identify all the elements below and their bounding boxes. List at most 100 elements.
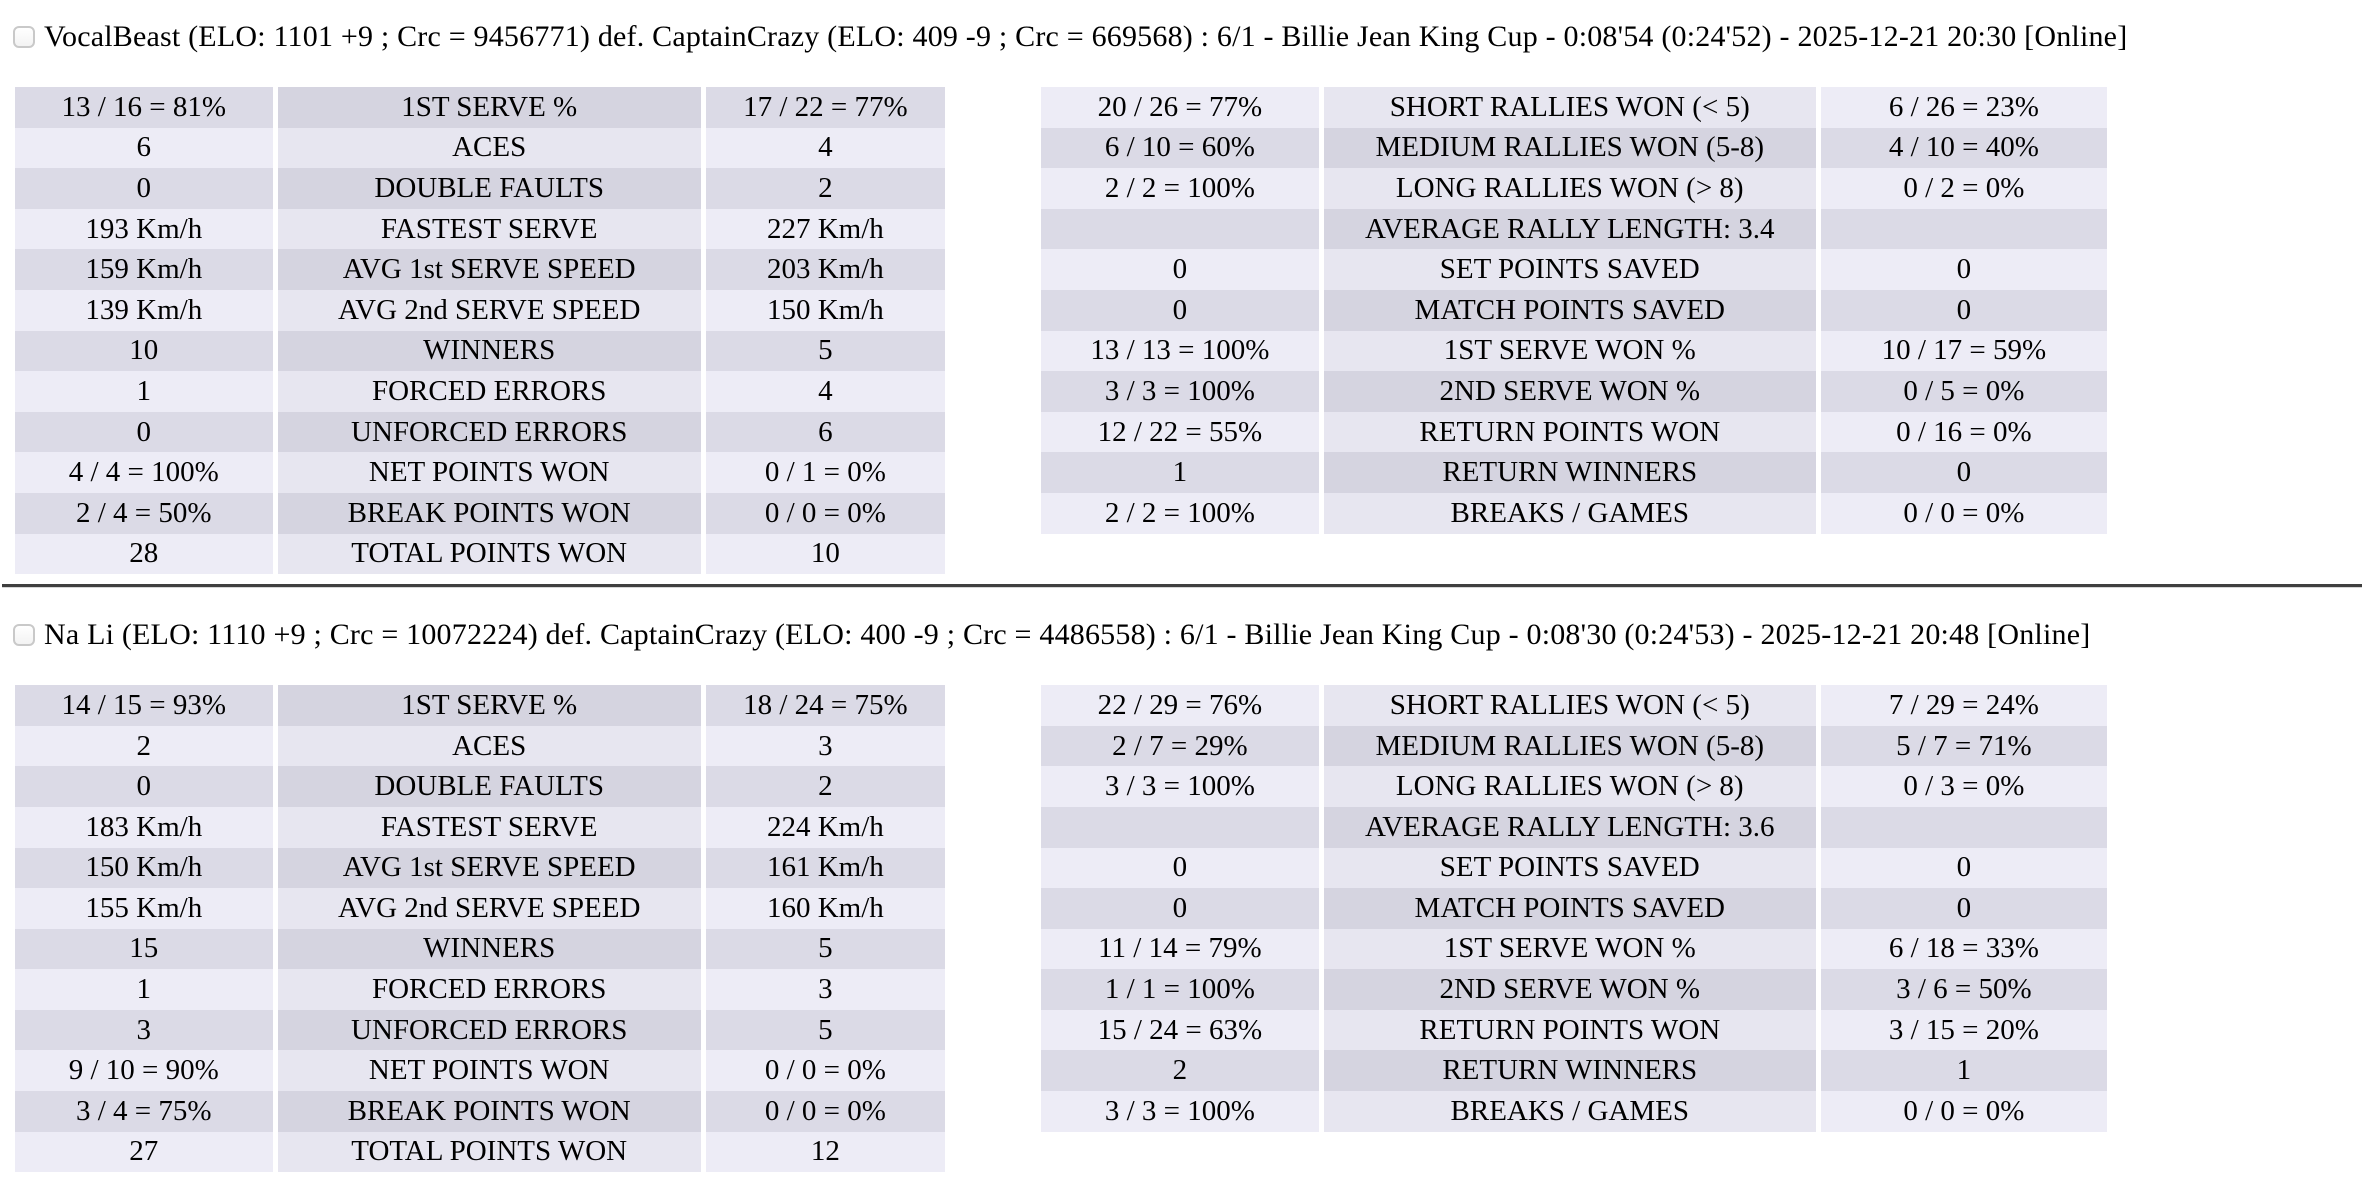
stat-row: 1 FORCED ERRORS 3: [15, 969, 945, 1010]
winner-stat-value: 0: [1041, 847, 1319, 889]
loser-stat-value: 6 / 18 = 33%: [1820, 928, 2107, 970]
loser-stat-value: 0 / 0 = 0%: [1820, 492, 2107, 534]
stat-row: AVERAGE RALLY LENGTH: 3.4: [1041, 208, 2107, 250]
loser-stat-value: 224 Km/h: [705, 806, 945, 848]
stat-label: UNFORCED ERRORS: [277, 1009, 701, 1051]
stat-row: 3 / 3 = 100% 2ND SERVE WON % 0 / 5 = 0%: [1041, 371, 2107, 412]
winner-stat-value: 0: [1041, 289, 1319, 331]
winner-stat-value: 6: [15, 127, 273, 169]
loser-stat-value: 10 / 17 = 59%: [1820, 330, 2107, 372]
stat-row: 0 DOUBLE FAULTS 2: [15, 766, 945, 807]
stat-label: NET POINTS WON: [277, 452, 701, 493]
stat-label: AVERAGE RALLY LENGTH: 3.6: [1323, 806, 1816, 848]
loser-stat-value: 7 / 29 = 24%: [1820, 685, 2107, 726]
winner-stat-value: 28: [15, 533, 273, 575]
serve-stats-table: 14 / 15 = 93% 1ST SERVE % 18 / 24 = 75% …: [10, 685, 950, 1173]
winner-stat-value: [1041, 208, 1319, 250]
stat-row: 20 / 26 = 77% SHORT RALLIES WON (< 5) 6 …: [1041, 87, 2107, 128]
winner-stat-value: 2 / 2 = 100%: [1041, 168, 1319, 209]
winner-stat-value: 139 Km/h: [15, 289, 273, 331]
stats-tables: 14 / 15 = 93% 1ST SERVE % 18 / 24 = 75% …: [10, 685, 2364, 1173]
stat-label: SHORT RALLIES WON (< 5): [1323, 87, 1816, 128]
stat-row: 3 / 4 = 75% BREAK POINTS WON 0 / 0 = 0%: [15, 1091, 945, 1132]
stat-label: LONG RALLIES WON (> 8): [1323, 168, 1816, 209]
loser-stat-value: 17 / 22 = 77%: [705, 87, 945, 128]
stat-label: BREAKS / GAMES: [1323, 492, 1816, 534]
rally-stats-table: 22 / 29 = 76% SHORT RALLIES WON (< 5) 7 …: [1036, 685, 2112, 1132]
loser-stat-value: 203 Km/h: [705, 249, 945, 290]
stat-row: 12 / 22 = 55% RETURN POINTS WON 0 / 16 =…: [1041, 411, 2107, 453]
match-select-checkbox[interactable]: [13, 26, 35, 48]
stat-row: 0 SET POINTS SAVED 0: [1041, 847, 2107, 889]
winner-stat-value: 193 Km/h: [15, 208, 273, 250]
match-result-block-1: VocalBeast (ELO: 1101 +9 ; Crc = 9456771…: [0, 0, 2364, 575]
stat-row: 2 ACES 3: [15, 725, 945, 767]
stat-row: 1 / 1 = 100% 2ND SERVE WON % 3 / 6 = 50%: [1041, 969, 2107, 1010]
match-title: VocalBeast (ELO: 1101 +9 ; Crc = 9456771…: [44, 20, 2128, 53]
winner-stat-value: 2: [1041, 1050, 1319, 1092]
stat-label: AVG 1st SERVE SPEED: [277, 249, 701, 290]
winner-stat-value: [1041, 806, 1319, 848]
loser-stat-value: 5: [705, 330, 945, 372]
stat-label: LONG RALLIES WON (> 8): [1323, 766, 1816, 807]
stat-label: WINNERS: [277, 928, 701, 970]
stat-row: 11 / 14 = 79% 1ST SERVE WON % 6 / 18 = 3…: [1041, 928, 2107, 970]
stat-row: 6 / 10 = 60% MEDIUM RALLIES WON (5-8) 4 …: [1041, 127, 2107, 169]
loser-stat-value: 1: [1820, 1050, 2107, 1092]
stat-row: 155 Km/h AVG 2nd SERVE SPEED 160 Km/h: [15, 888, 945, 929]
winner-stat-value: 1: [15, 969, 273, 1010]
stat-row: 0 MATCH POINTS SAVED 0: [1041, 289, 2107, 331]
winner-stat-value: 20 / 26 = 77%: [1041, 87, 1319, 128]
stat-label: RETURN POINTS WON: [1323, 1009, 1816, 1051]
match-select-checkbox[interactable]: [13, 624, 35, 647]
stat-row: 159 Km/h AVG 1st SERVE SPEED 203 Km/h: [15, 249, 945, 290]
loser-stat-value: 161 Km/h: [705, 847, 945, 889]
stat-row: 1 FORCED ERRORS 4: [15, 371, 945, 412]
stat-label: MATCH POINTS SAVED: [1323, 888, 1816, 929]
loser-stat-value: 4: [705, 127, 945, 169]
stat-row: 14 / 15 = 93% 1ST SERVE % 18 / 24 = 75%: [15, 685, 945, 726]
loser-stat-value: 0 / 3 = 0%: [1820, 766, 2107, 807]
winner-stat-value: 150 Km/h: [15, 847, 273, 889]
stat-label: ACES: [277, 127, 701, 169]
winner-stat-value: 3 / 3 = 100%: [1041, 1091, 1319, 1132]
loser-stat-value: 3: [705, 725, 945, 767]
stat-label: MEDIUM RALLIES WON (5-8): [1323, 725, 1816, 767]
stat-row: 2 / 2 = 100% BREAKS / GAMES 0 / 0 = 0%: [1041, 492, 2107, 534]
stat-row: 10 WINNERS 5: [15, 330, 945, 372]
stat-label: FORCED ERRORS: [277, 371, 701, 412]
winner-stat-value: 2 / 2 = 100%: [1041, 492, 1319, 534]
winner-stat-value: 27: [15, 1131, 273, 1173]
stat-row: 0 UNFORCED ERRORS 6: [15, 411, 945, 453]
loser-stat-value: 2: [705, 766, 945, 807]
stat-label: BREAK POINTS WON: [277, 492, 701, 534]
stat-row: 2 RETURN WINNERS 1: [1041, 1050, 2107, 1092]
loser-stat-value: 6: [705, 411, 945, 453]
stat-row: 28 TOTAL POINTS WON 10: [15, 533, 945, 575]
winner-stat-value: 4 / 4 = 100%: [15, 452, 273, 493]
stat-row: 2 / 2 = 100% LONG RALLIES WON (> 8) 0 / …: [1041, 168, 2107, 209]
match-title-row: Na Li (ELO: 1110 +9 ; Crc = 10072224) de…: [13, 618, 2364, 652]
stat-label: SHORT RALLIES WON (< 5): [1323, 685, 1816, 726]
stat-label: MEDIUM RALLIES WON (5-8): [1323, 127, 1816, 169]
winner-stat-value: 1: [15, 371, 273, 412]
winner-stat-value: 183 Km/h: [15, 806, 273, 848]
loser-stat-value: [1820, 806, 2107, 848]
winner-stat-value: 155 Km/h: [15, 888, 273, 929]
stat-label: FASTEST SERVE: [277, 806, 701, 848]
stat-row: 150 Km/h AVG 1st SERVE SPEED 161 Km/h: [15, 847, 945, 889]
loser-stat-value: 6 / 26 = 23%: [1820, 87, 2107, 128]
winner-stat-value: 1 / 1 = 100%: [1041, 969, 1319, 1010]
loser-stat-value: 0: [1820, 847, 2107, 889]
stat-label: SET POINTS SAVED: [1323, 249, 1816, 290]
loser-stat-value: 0: [1820, 289, 2107, 331]
loser-stat-value: 0: [1820, 888, 2107, 929]
loser-stat-value: 10: [705, 533, 945, 575]
loser-stat-value: 4 / 10 = 40%: [1820, 127, 2107, 169]
stat-label: MATCH POINTS SAVED: [1323, 289, 1816, 331]
stat-row: 15 WINNERS 5: [15, 928, 945, 970]
stat-row: 1 RETURN WINNERS 0: [1041, 452, 2107, 493]
winner-stat-value: 15: [15, 928, 273, 970]
stat-label: RETURN WINNERS: [1323, 452, 1816, 493]
winner-stat-value: 0: [15, 168, 273, 209]
